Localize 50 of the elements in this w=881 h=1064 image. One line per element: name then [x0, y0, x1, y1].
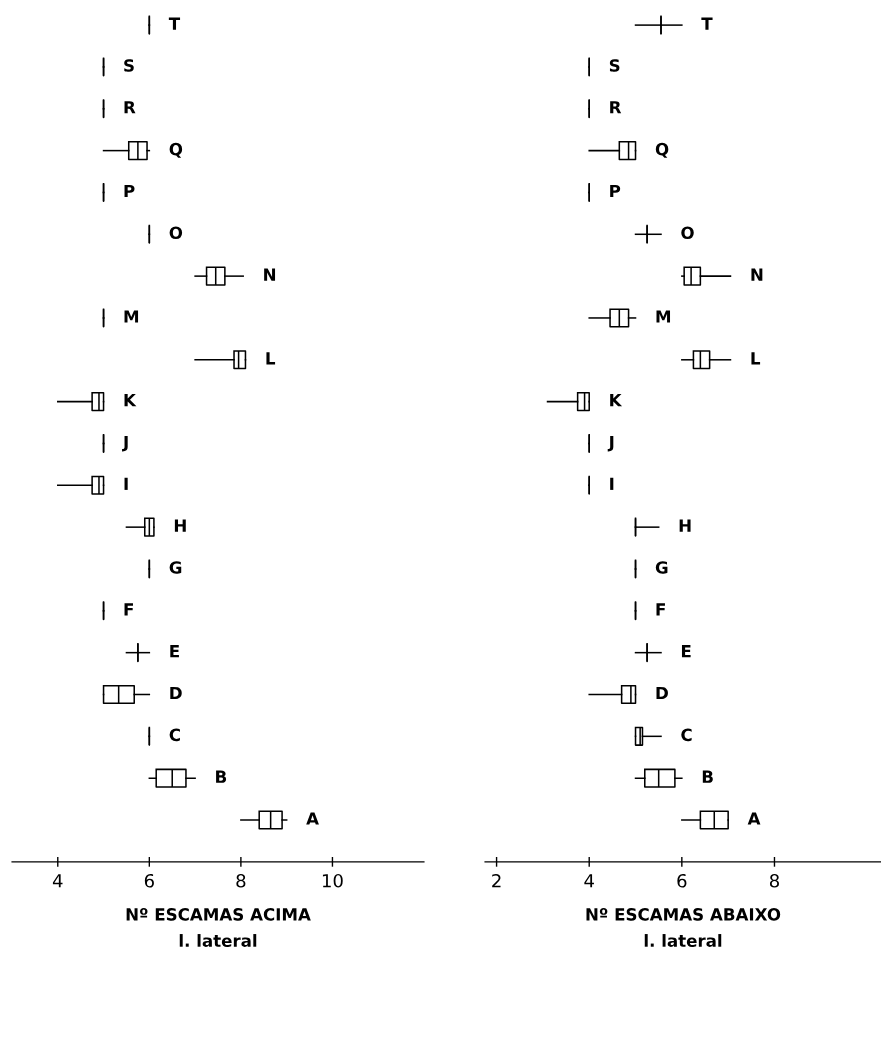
y-tick-label: C	[681, 728, 692, 742]
y-tick-label: B	[216, 770, 227, 783]
x-tick-label: 10	[322, 873, 343, 888]
y-tick-label: Q	[655, 142, 669, 158]
y-tick-label: T	[701, 17, 713, 30]
x-axis-title: Nº ESCAMAS ACIMA l. lateral	[126, 908, 311, 947]
y-tick-label: J	[607, 435, 614, 452]
y-tick-label: M	[124, 310, 139, 323]
y-tick-label: G	[655, 561, 668, 574]
x-axis-title: Nº ESCAMAS ABAIXO l. lateral	[586, 908, 781, 947]
x-tick-label: 8	[769, 873, 779, 888]
y-tick-label: Q	[169, 142, 183, 158]
y-tick-label: J	[122, 435, 128, 452]
y-tick-label: B	[702, 770, 713, 783]
y-tick-label: R	[610, 101, 622, 114]
y-tick-label: N	[264, 268, 276, 281]
y-tick-label: F	[124, 603, 133, 616]
x-tick-label: 6	[677, 873, 687, 888]
y-tick-label: S	[124, 59, 134, 72]
y-tick-label: I	[124, 477, 128, 490]
y-tick-label: T	[168, 17, 181, 30]
y-tick-label: H	[679, 519, 691, 532]
y-tick-label: P	[610, 184, 621, 198]
y-tick-label: K	[124, 394, 137, 407]
y-tick-label: P	[124, 184, 135, 198]
y-tick-label: L	[266, 352, 276, 365]
y-tick-label: L	[751, 352, 761, 365]
y-tick-label: C	[169, 728, 180, 742]
y-tick-label: H	[174, 519, 186, 532]
y-tick-label: O	[169, 226, 183, 240]
x-tick-label: 6	[144, 873, 154, 888]
y-tick-label: E	[681, 645, 691, 658]
x-tick-label: 2	[492, 873, 501, 888]
y-tick-label: D	[170, 686, 182, 700]
y-tick-label: M	[656, 310, 671, 323]
x-tick-label: 4	[584, 874, 594, 888]
y-tick-label: E	[170, 645, 179, 658]
y-tick-label: R	[124, 101, 136, 114]
x-tick-label: 4	[52, 874, 63, 888]
y-tick-label: I	[610, 477, 614, 490]
y-tick-label: S	[609, 59, 620, 72]
y-tick-label: F	[656, 603, 665, 616]
y-tick-label: O	[681, 226, 694, 240]
y-tick-label: A	[306, 812, 319, 825]
y-tick-label: A	[747, 812, 761, 825]
y-tick-label: K	[610, 394, 623, 407]
y-tick-label: G	[169, 561, 182, 574]
y-tick-label: D	[656, 686, 668, 700]
x-tick-label: 8	[236, 873, 246, 888]
y-tick-label: N	[751, 268, 763, 281]
